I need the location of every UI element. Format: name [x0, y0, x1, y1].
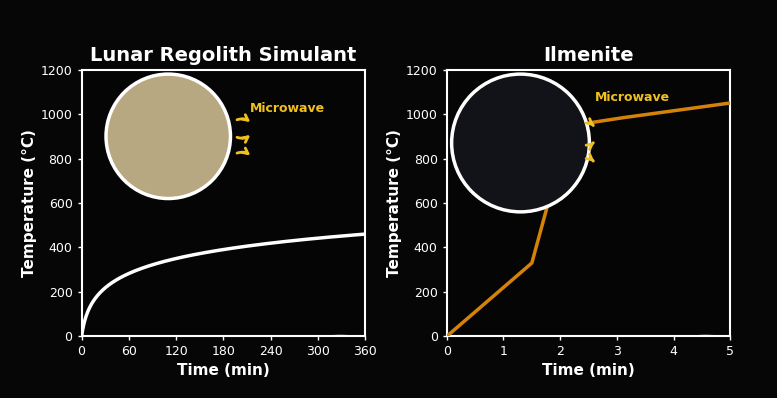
Y-axis label: Temperature (°C): Temperature (°C) [22, 129, 37, 277]
Title: Lunar Regolith Simulant: Lunar Regolith Simulant [90, 46, 357, 65]
Text: Microwave: Microwave [250, 102, 326, 115]
Text: Microwave: Microwave [595, 91, 671, 104]
X-axis label: Time (min): Time (min) [177, 363, 270, 378]
Y-axis label: Temperature (°C): Temperature (°C) [387, 129, 402, 277]
Ellipse shape [106, 74, 231, 199]
Title: Ilmenite: Ilmenite [543, 46, 634, 65]
Ellipse shape [451, 74, 590, 212]
X-axis label: Time (min): Time (min) [542, 363, 635, 378]
